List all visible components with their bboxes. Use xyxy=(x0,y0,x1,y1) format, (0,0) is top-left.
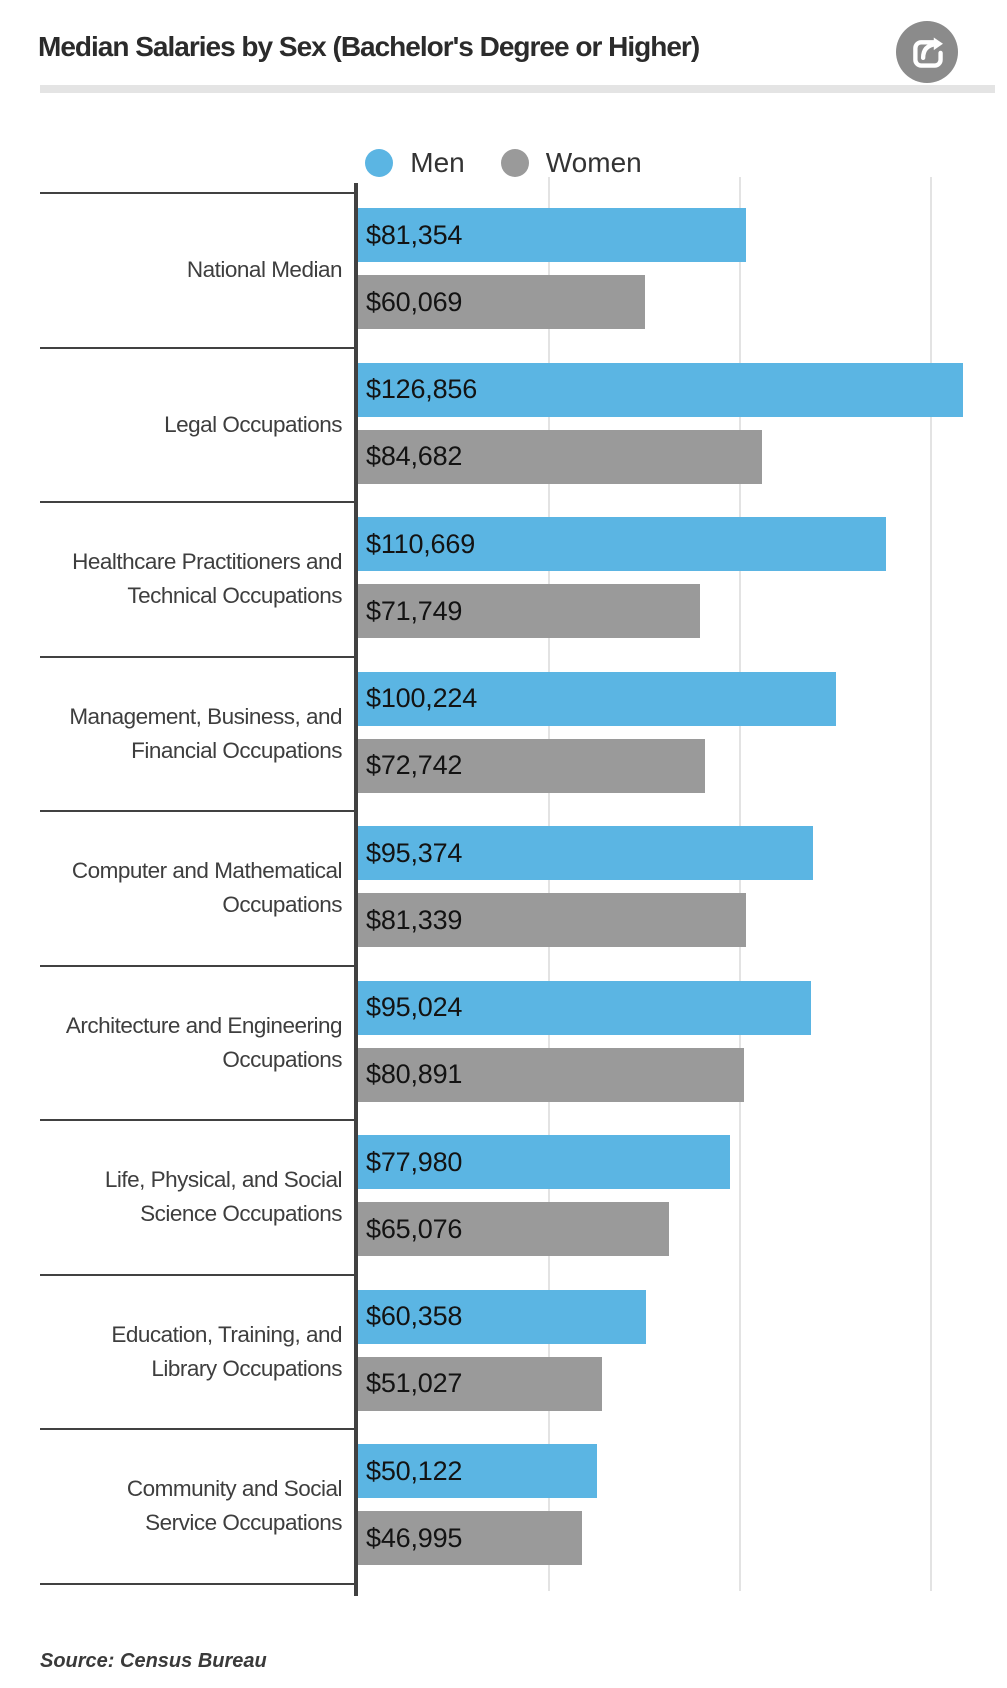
legend-item-men[interactable]: Men xyxy=(365,147,465,179)
category-label: Legal Occupations xyxy=(164,411,342,437)
category-row: Architecture and Engineering Occupations… xyxy=(0,964,1007,1121)
row-separator xyxy=(40,1119,356,1121)
legend-swatch xyxy=(365,149,394,177)
men-bar[interactable]: $126,856 xyxy=(358,362,964,417)
row-separator xyxy=(40,655,356,658)
row-separator xyxy=(40,192,356,194)
category-row: Management, Business, and Financial Occu… xyxy=(0,655,1007,812)
legend: Men Women xyxy=(0,146,1007,180)
row-separator xyxy=(40,1273,356,1276)
men-value-label: $126,856 xyxy=(366,374,478,404)
men-bar[interactable]: $110,669 xyxy=(358,517,887,571)
men-bar[interactable]: $81,354 xyxy=(358,208,747,262)
men-bar[interactable]: $100,224 xyxy=(358,671,837,726)
page-title: Median Salaries by Sex (Bachelor's Degre… xyxy=(38,31,700,62)
men-bar[interactable]: $60,358 xyxy=(358,1289,647,1344)
men-bar[interactable]: $50,122 xyxy=(358,1444,598,1498)
y-axis-line xyxy=(354,183,358,1596)
bars-group: $100,224 $72,742 xyxy=(358,671,1007,806)
men-value-label: $50,122 xyxy=(366,1455,463,1486)
men-value-label: $95,374 xyxy=(366,837,463,868)
legend-label: Women xyxy=(545,147,642,178)
bars-group: $95,024 $80,891 xyxy=(358,980,1007,1115)
gridline xyxy=(547,177,550,1591)
category-label: Computer and Mathematical Occupations xyxy=(71,858,343,918)
men-bar[interactable]: $95,024 xyxy=(358,980,812,1035)
women-bar[interactable]: $80,891 xyxy=(358,1047,745,1102)
category-label: Healthcare Practitioners and Technical O… xyxy=(72,549,342,609)
share-button[interactable] xyxy=(896,21,958,83)
women-value-label: $71,749 xyxy=(366,595,463,626)
men-value-label: $81,354 xyxy=(366,219,463,250)
men-value-label: $60,358 xyxy=(366,1301,463,1331)
row-separator xyxy=(40,346,356,349)
women-bar[interactable]: $72,742 xyxy=(358,738,706,793)
category-row: Community and Social Service Occupations… xyxy=(0,1428,1007,1584)
category-label: Community and Social Service Occupations xyxy=(126,1476,343,1536)
women-value-label: $65,076 xyxy=(366,1213,463,1244)
men-bar[interactable]: $95,374 xyxy=(358,826,814,880)
bars-group: $50,122 $46,995 xyxy=(358,1444,1007,1578)
category-row: Computer and Mathematical Occupations $95… xyxy=(0,810,1007,966)
women-bar[interactable]: $60,069 xyxy=(358,275,645,329)
category-row: Education, Training, and Library Occupat… xyxy=(0,1273,1007,1430)
women-value-label: $81,339 xyxy=(366,904,463,935)
bars-group: $110,669 $71,749 xyxy=(358,517,1007,651)
row-separator xyxy=(40,810,356,812)
women-value-label: $72,742 xyxy=(366,750,463,780)
category-row: National Median $81,354 $60,069 xyxy=(0,192,1007,348)
category-label: Management, Business, and Financial Occu… xyxy=(69,703,342,763)
women-bar[interactable]: $71,749 xyxy=(358,584,701,638)
gridline xyxy=(929,177,932,1591)
men-value-label: $110,669 xyxy=(366,528,476,559)
row-separator xyxy=(40,964,356,967)
category-label: National Median xyxy=(186,257,343,283)
bars-group: $81,354 $60,069 xyxy=(358,208,1007,342)
men-value-label: $100,224 xyxy=(366,683,478,713)
women-value-label: $84,682 xyxy=(366,441,463,471)
women-value-label: $51,027 xyxy=(366,1368,463,1398)
bars-group: $60,358 $51,027 xyxy=(358,1289,1007,1424)
men-bar[interactable]: $77,980 xyxy=(358,1135,731,1189)
row-separator xyxy=(40,1582,356,1585)
category-row: Legal Occupations $126,856 $84,682 xyxy=(0,346,1007,503)
bars-group: $126,856 $84,682 xyxy=(358,362,1007,497)
women-bar[interactable]: $84,682 xyxy=(358,429,763,484)
share-icon xyxy=(913,37,943,68)
category-row: Healthcare Practitioners and Technical O… xyxy=(0,501,1007,657)
category-label: Architecture and Engineering Occupations xyxy=(65,1012,343,1072)
women-bar[interactable]: $51,027 xyxy=(358,1356,602,1411)
bars-group: $95,374 $81,339 xyxy=(358,826,1007,960)
women-bar[interactable]: $81,339 xyxy=(358,893,747,947)
women-value-label: $80,891 xyxy=(366,1059,463,1089)
gridline xyxy=(738,177,741,1591)
women-bar[interactable]: $46,995 xyxy=(358,1511,583,1565)
row-separator xyxy=(40,501,356,503)
men-value-label: $95,024 xyxy=(366,992,463,1022)
women-value-label: $46,995 xyxy=(366,1522,463,1553)
men-value-label: $77,980 xyxy=(366,1146,463,1177)
category-label: Education, Training, and Library Occupat… xyxy=(111,1321,342,1381)
category-label: Life, Physical, and Social Science Occup… xyxy=(104,1167,343,1227)
women-bar[interactable]: $65,076 xyxy=(358,1202,669,1256)
category-row: Life, Physical, and Social Science Occup… xyxy=(0,1119,1007,1275)
legend-item-women[interactable]: Women xyxy=(500,147,642,179)
row-separator xyxy=(40,1428,356,1430)
legend-label: Men xyxy=(410,147,465,178)
header-divider xyxy=(40,85,995,93)
bars-group: $77,980 $65,076 xyxy=(358,1135,1007,1269)
source-note: Source: Census Bureau xyxy=(40,1650,267,1672)
women-value-label: $60,069 xyxy=(366,286,463,317)
legend-swatch xyxy=(500,149,529,177)
